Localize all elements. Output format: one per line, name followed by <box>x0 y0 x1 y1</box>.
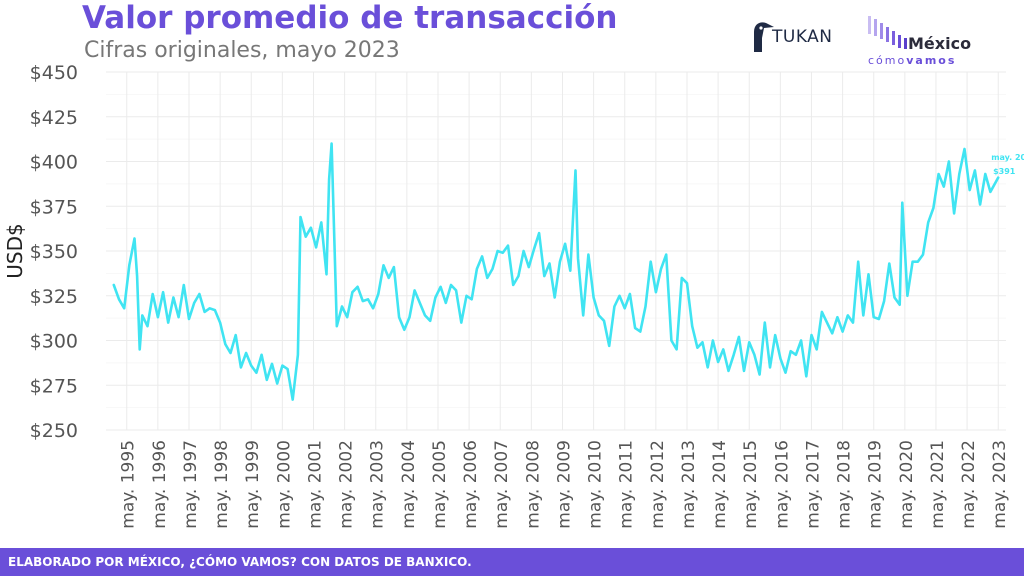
y-tick-label: $275 <box>30 375 78 397</box>
x-tick-label: may. 2017 <box>803 440 823 529</box>
mexico-logo-text: México <box>908 34 972 53</box>
x-tick-label: may. 1998 <box>212 440 232 529</box>
x-tick-label: may. 2006 <box>461 440 481 529</box>
x-tick-label: may. 2001 <box>305 440 325 529</box>
x-tick-label: may. 2012 <box>648 440 668 529</box>
x-tick-label: may. 2009 <box>554 440 574 529</box>
x-tick-label: may. 1995 <box>119 440 139 529</box>
x-tick-label: may. 2022 <box>959 440 979 529</box>
y-tick-label: $325 <box>30 286 78 308</box>
footer-bar: ELABORADO POR MÉXICO, ¿CÓMO VAMOS? CON D… <box>0 548 1024 576</box>
x-tick-label: may. 2007 <box>492 440 512 529</box>
x-tick-label: may. 2018 <box>835 440 855 529</box>
chart-title: Valor promedio de transacción <box>82 0 618 36</box>
tukan-logo: TUKAN <box>750 18 834 54</box>
y-axis-title: USD$ <box>3 223 27 278</box>
annotation-value-label: $391 <box>993 167 1016 176</box>
bars-icon <box>868 16 907 49</box>
chart-subtitle: Cifras originales, mayo 2023 <box>84 38 400 63</box>
como-text: cómo <box>868 54 907 67</box>
footer-credit: ELABORADO POR MÉXICO, ¿CÓMO VAMOS? CON D… <box>8 555 472 569</box>
mexico-como-vamos-logo: México cómovamos <box>866 14 986 70</box>
como-vamos-logo-text: cómovamos <box>868 54 956 67</box>
tukan-logo-text: TUKAN <box>772 27 833 47</box>
x-tick-label: may. 2023 <box>990 440 1010 529</box>
x-tick-label: may. 2021 <box>928 440 948 529</box>
x-tick-label: may. 1997 <box>181 440 201 529</box>
x-tick-label: may. 1999 <box>243 440 263 529</box>
x-tick-label: may. 2019 <box>866 440 886 529</box>
line-chart: $250 $275 $300 $325 $350 $375 $400 $425 $450 may.… <box>3 62 1024 529</box>
x-tick-label: may. 2005 <box>430 440 450 529</box>
x-tick-label: may. 2003 <box>368 440 388 529</box>
y-tick-label: $425 <box>30 107 78 129</box>
y-tick-label: $250 <box>30 420 78 442</box>
x-tick-label: may. 2014 <box>710 440 730 529</box>
y-tick-label: $450 <box>30 62 78 84</box>
x-tick-label: may. 2016 <box>772 440 792 529</box>
x-tick-label: may. 2004 <box>399 440 419 529</box>
x-tick-label: may. 2002 <box>337 440 357 529</box>
x-tick-label: may. 2013 <box>679 440 699 529</box>
x-tick-label: may. 2015 <box>741 440 761 529</box>
toucan-icon <box>754 22 774 52</box>
vamos-text: vamos <box>906 54 957 67</box>
x-tick-label: may. 2008 <box>523 440 543 529</box>
x-tick-label: may. 1996 <box>150 440 170 529</box>
y-tick-label: $400 <box>30 152 78 174</box>
x-tick-label: may. 2000 <box>274 440 294 529</box>
annotation-date-label: may. 2023 <box>991 153 1024 162</box>
series-line <box>112 142 1000 401</box>
y-tick-label: $350 <box>30 241 78 263</box>
x-tick-label: may. 2020 <box>897 440 917 529</box>
x-tick-label: may. 2010 <box>586 440 606 529</box>
x-tick-label: may. 2011 <box>617 440 637 529</box>
y-tick-label: $300 <box>30 331 78 353</box>
y-tick-label: $375 <box>30 196 78 218</box>
